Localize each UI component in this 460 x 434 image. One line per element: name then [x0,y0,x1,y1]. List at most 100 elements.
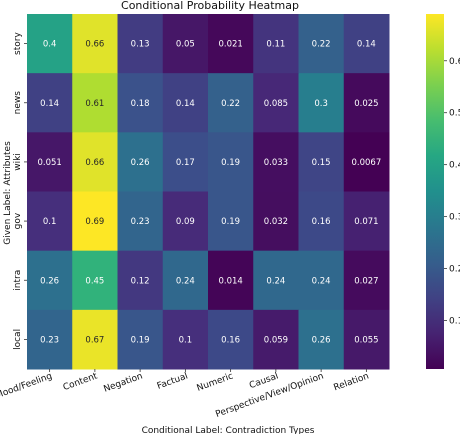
heatmap-cell [72,132,118,192]
cell-value-label: 0.26 [131,158,150,168]
cell-value-label: 0.014 [218,276,242,286]
heatmap-cell [162,73,209,133]
cell-value-label: 0.16 [312,217,331,227]
heatmap-cell [72,14,118,74]
cell-value-label: 0.05 [176,40,195,50]
heatmap-cell [343,132,390,192]
heatmap-cell [27,73,73,133]
cell-value-label: 0.025 [354,99,378,109]
heatmap-cell [253,73,299,133]
colorbar-tick-label: 0.1 [449,317,460,327]
heatmap-cell [27,14,73,74]
heatmap-cell [343,309,390,370]
cell-value-label: 0.071 [354,217,378,227]
heatmap-cell [298,309,345,370]
heatmap-cell [117,14,164,74]
cell-value-label: 0.055 [354,335,378,345]
heatmap-cell [72,309,118,370]
x-tick-label: Emotion/Mood/Feeling [0,371,54,415]
cell-value-label: 0.4 [43,40,57,50]
cell-value-label: 0.14 [40,99,59,109]
cell-value-label: 0.19 [131,335,150,345]
cell-value-label: 0.051 [37,158,61,168]
heatmap-cell [117,250,164,311]
heatmap-cell [253,309,299,370]
heatmap-cell [162,309,209,370]
cell-value-label: 0.11 [266,40,285,50]
heatmap-cell [27,309,73,370]
cell-value-label: 0.1 [179,335,193,345]
heatmap-cell [208,132,254,192]
cell-value-label: 0.027 [354,276,378,286]
cell-value-label: 0.1 [43,217,57,227]
cell-value-label: 0.021 [218,40,242,50]
cell-value-label: 0.26 [312,335,331,345]
heatmap-cell [27,132,73,192]
heatmap-cell [208,14,254,74]
cell-value-label: 0.24 [312,276,331,286]
heatmap-cell [27,191,73,252]
cell-value-label: 0.26 [40,276,59,286]
heatmap-cell [27,250,73,311]
x-axis-label: Conditional Label: Contradiction Types [142,426,315,434]
heatmap-cell [343,250,390,311]
cell-value-label: 0.22 [221,99,240,109]
cell-value-label: 0.085 [264,99,288,109]
cell-value-label: 0.19 [221,217,240,227]
heatmap-cell [72,73,118,133]
heatmap-cell [253,132,299,192]
heatmap-cell [253,250,299,311]
cell-value-label: 0.12 [131,276,150,286]
cell-value-label: 0.19 [221,158,240,168]
heatmap-cell [298,14,345,74]
colorbar-tick-label: 0.3 [449,213,460,223]
colorbar-tick-label: 0.4 [449,161,460,171]
cell-value-label: 0.22 [312,40,331,50]
heatmap-cell [117,191,164,252]
y-tick-labels: story news wiki gov intra local [13,32,27,350]
chart-title: Conditional Probability Heatmap [121,0,299,12]
heatmap-cell [343,73,390,133]
heatmap-cell [298,191,345,252]
heatmap-cell [208,250,254,311]
x-tick-label: Numeric [196,371,235,393]
x-tick-label: Factual [156,371,190,391]
cell-value-label: 0.69 [85,217,104,227]
cell-value-label: 0.0067 [352,158,382,168]
cell-value-label: 0.17 [176,158,195,168]
cell-value-label: 0.033 [264,158,288,168]
cell-value-label: 0.23 [131,217,150,227]
cell-value-label: 0.23 [40,335,59,345]
heatmap-cell [117,309,164,370]
cell-value-label: 0.14 [176,99,195,109]
y-axis-label: Given Label: Attributes [3,141,13,245]
cell-value-label: 0.15 [312,158,331,168]
cell-value-label: 0.09 [176,217,195,227]
cell-value-label: 0.18 [131,99,150,109]
y-tick-label: local [13,329,23,350]
y-tick-label: story [13,32,23,55]
heatmap-cell [117,132,164,192]
cell-value-label: 0.13 [131,40,150,50]
heatmap-cell [253,14,299,74]
cell-value-label: 0.16 [221,335,240,345]
heatmap-cell [208,191,254,252]
cell-value-label: 0.45 [85,276,104,286]
heatmap-cells: 0.4 0.66 0.13 0.05 0.021 0.11 0.22 0.14 0.14 0.61… [27,14,390,370]
cell-value-label: 0.66 [85,158,104,168]
heatmap-cell [298,73,345,133]
x-tick-label: Relation [333,371,371,393]
heatmap-cell [162,132,209,192]
heatmap-cell [343,191,390,252]
heatmap-cell [343,14,390,74]
heatmap-cell [253,191,299,252]
colorbar-ticks: 0.1 0.2 0.3 0.4 0.5 0.6 [444,57,460,327]
cell-value-label: 0.67 [85,335,104,345]
x-tick-labels: Emotion/Mood/Feeling Content Negation Factu… [0,369,370,420]
cell-value-label: 0.24 [266,276,285,286]
cell-value-label: 0.032 [264,217,288,227]
cell-value-label: 0.66 [85,40,104,50]
cell-value-label: 0.61 [85,99,104,109]
y-tick-label: gov [13,212,23,229]
